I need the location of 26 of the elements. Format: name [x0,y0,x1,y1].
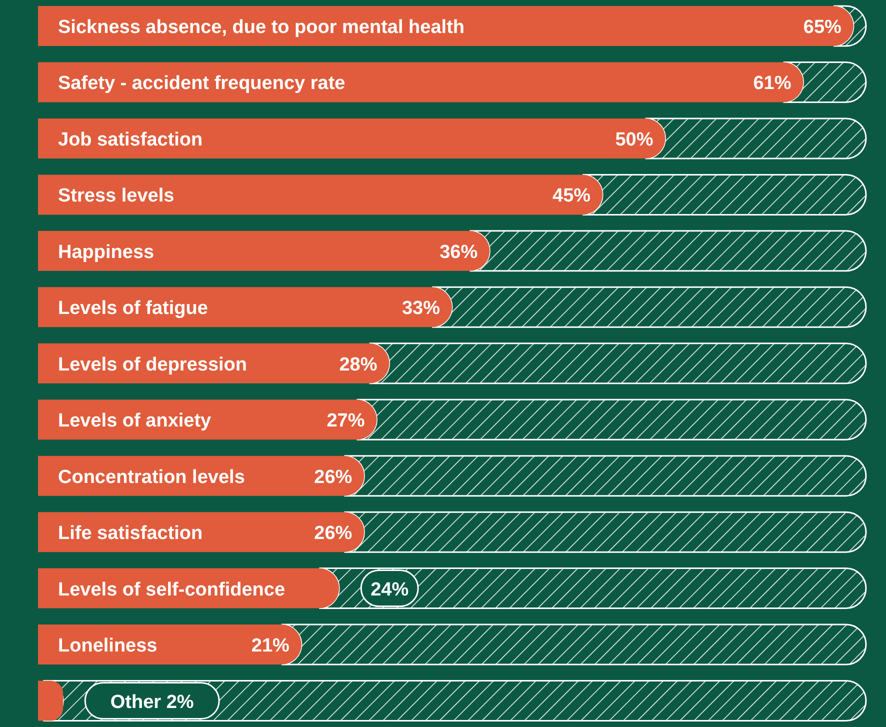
data-label: 33% [402,298,440,320]
data-label: 28% [339,354,378,376]
y-tick-label: Stress levels [58,186,174,207]
data-label: 26% [314,523,352,544]
y-tick-label: Levels of depression [58,354,248,376]
data-label: 65% [803,17,842,38]
y-tick-label: Concentration levels [58,466,245,488]
data-label: 61% [753,73,792,94]
data-label: 50% [615,129,654,150]
y-tick-label: Levels of self-confidence [58,579,286,600]
y-tick-label: Happiness [58,242,154,263]
data-label: 45% [552,186,591,207]
data-label: 36% [440,242,478,263]
y-tick-label: Sickness absence, due to poor mental health [58,17,465,38]
y-tick-label: Levels of anxiety [58,410,212,432]
data-label: 21% [251,636,290,657]
category-label: Other 2% [110,692,194,713]
y-tick-label: Loneliness [58,636,158,657]
bar [38,680,64,721]
y-tick-label: Safety - accident frequency rate [58,73,346,94]
data-label: 26% [314,466,352,488]
y-tick-label: Life satisfaction [58,523,203,544]
data-label: 27% [326,410,365,432]
y-tick-label: Job satisfaction [58,129,203,150]
y-tick-label: Levels of fatigue [58,298,208,320]
data-label: 24% [370,579,409,600]
